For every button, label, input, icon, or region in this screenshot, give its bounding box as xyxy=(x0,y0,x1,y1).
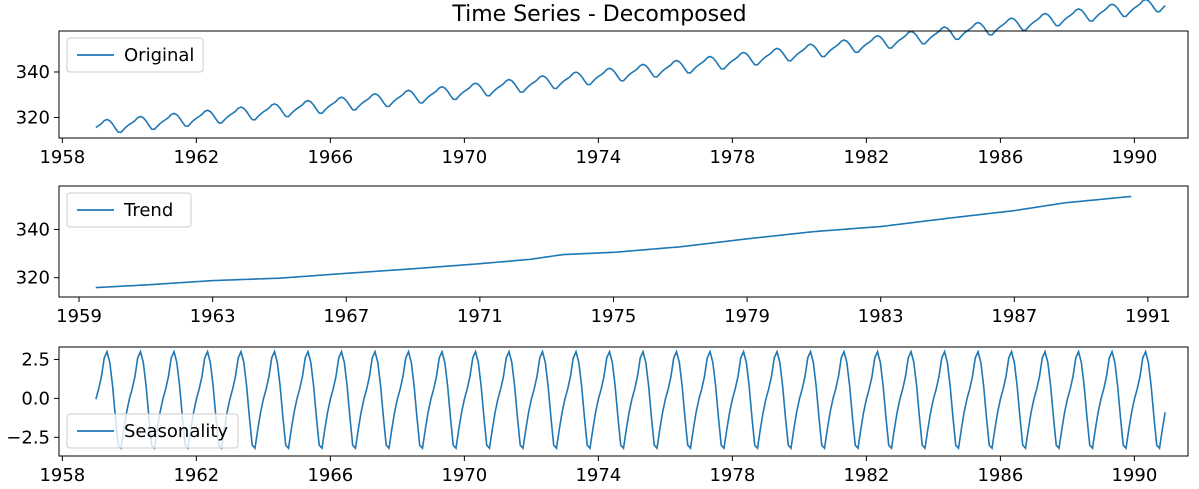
x-tick-label: 1963 xyxy=(190,306,236,327)
x-tick-label: 1978 xyxy=(709,147,755,168)
x-tick-label: 1983 xyxy=(858,306,904,327)
x-tick-label: 1966 xyxy=(307,465,353,486)
x-tick-label: 1970 xyxy=(441,465,487,486)
x-tick-label: 1967 xyxy=(323,306,369,327)
legend-seasonality: Seasonality xyxy=(66,413,239,449)
x-tick-label: 1962 xyxy=(173,147,219,168)
legend-box xyxy=(66,413,239,449)
y-tick-label: 320 xyxy=(16,108,50,129)
x-tick-label: 1978 xyxy=(709,465,755,486)
series-line-original xyxy=(95,0,1166,134)
x-tick-label: 1982 xyxy=(843,465,889,486)
x-tick-label: 1959 xyxy=(56,306,102,327)
legend-trend: Trend xyxy=(66,192,192,228)
y-tick-label: 0.0 xyxy=(21,388,50,409)
y-tick-label: 2.5 xyxy=(21,349,50,370)
x-tick-label: 1962 xyxy=(173,465,219,486)
x-tick-label: 1974 xyxy=(575,147,621,168)
x-tick-label: 1979 xyxy=(724,306,770,327)
x-tick-label: 1970 xyxy=(441,147,487,168)
x-tick-label: 1987 xyxy=(991,306,1037,327)
legend-box xyxy=(66,192,192,228)
x-tick-label: 1991 xyxy=(1125,306,1171,327)
panel-trend: 1959 1963 1967 1971 1975 1979 1983 1987 1991 320 3… xyxy=(16,185,1189,327)
y-tick-label: 340 xyxy=(16,219,50,240)
axes-frame xyxy=(58,30,1189,139)
x-tick-label: 1974 xyxy=(575,465,621,486)
x-tick-label: 1971 xyxy=(457,306,503,327)
x-tick-label: 1986 xyxy=(977,465,1023,486)
x-tick-label: 1966 xyxy=(307,147,353,168)
x-tick-label: 1958 xyxy=(39,147,85,168)
legend-original: Original xyxy=(66,37,204,73)
x-tick-label: 1986 xyxy=(977,147,1023,168)
x-tick-label: 1982 xyxy=(843,147,889,168)
series-line-trend xyxy=(95,195,1132,289)
x-tick-label: 1975 xyxy=(591,306,637,327)
legend-label: Trend xyxy=(123,200,173,221)
legend-box xyxy=(66,37,204,73)
y-tick-label: 320 xyxy=(16,268,50,289)
x-tick-label: 1990 xyxy=(1111,147,1157,168)
panel-seasonality: 1958 1962 1966 1970 1974 1978 1982 1986 1990 2.5 0… xyxy=(6,346,1189,486)
panel-original: 1958 1962 1966 1970 1974 1978 1982 1986 1990 320 3… xyxy=(16,0,1189,168)
page-title: Time Series - Decomposed xyxy=(452,2,747,27)
y-tick-label: −2.5 xyxy=(6,427,50,448)
legend-label: Seasonality xyxy=(124,421,228,442)
axes-frame xyxy=(58,185,1189,298)
y-tick-label: 340 xyxy=(16,62,50,83)
axes-frame xyxy=(58,346,1189,457)
legend-label: Original xyxy=(124,45,194,66)
series-line-seasonality xyxy=(95,349,1166,451)
x-tick-label: 1990 xyxy=(1111,465,1157,486)
x-tick-label: 1958 xyxy=(39,465,85,486)
